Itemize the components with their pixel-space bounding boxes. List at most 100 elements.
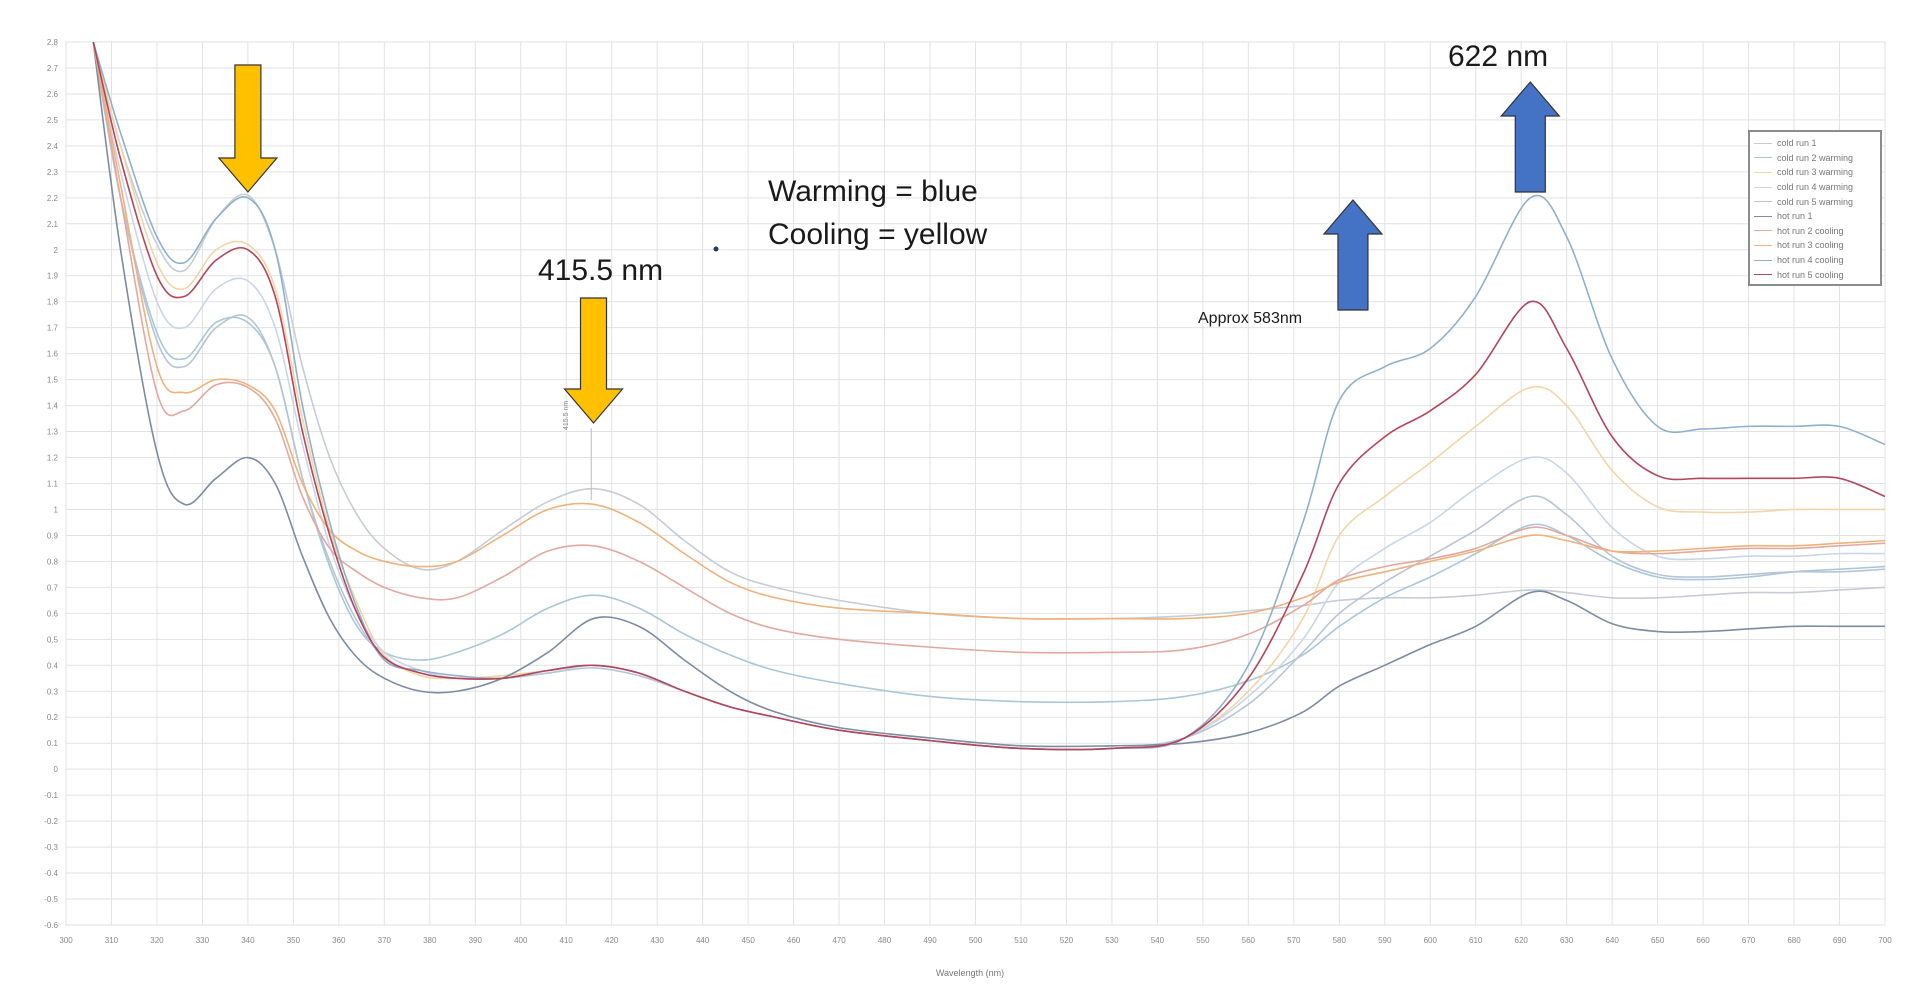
legend-label: hot run 2 cooling	[1777, 225, 1844, 236]
x-tick-label: 470	[832, 936, 846, 945]
y-tick-label: 0.9	[47, 531, 59, 540]
y-tick-label: 1.9	[47, 272, 59, 281]
y-tick-label: 2.7	[47, 64, 59, 73]
y-tick-label: 0.7	[47, 583, 59, 592]
x-tick-label: 300	[59, 936, 73, 945]
x-tick-label: 430	[650, 936, 664, 945]
x-tick-label: 420	[605, 936, 619, 945]
annotation-arrows	[217, 64, 1561, 500]
x-tick-label: 330	[196, 936, 210, 945]
x-tick-label: 500	[969, 936, 983, 945]
legend-swatch	[1754, 201, 1772, 203]
colour-key-note: Warming = blue Cooling = yellow	[768, 170, 987, 256]
x-axis-label: Wavelength (nm)	[936, 968, 1004, 978]
x-tick-label: 540	[1151, 936, 1165, 945]
x-tick-label: 680	[1787, 936, 1801, 945]
y-tick-label: 0.3	[47, 687, 59, 696]
legend-swatch	[1754, 274, 1772, 276]
legend-item: cold run 1	[1754, 136, 1876, 151]
legend-item: cold run 3 warming	[1754, 165, 1876, 180]
x-tick-label: 350	[287, 936, 301, 945]
legend-swatch	[1754, 259, 1772, 261]
y-tick-label: 0	[54, 765, 59, 774]
legend-item: hot run 2 cooling	[1754, 224, 1876, 239]
y-tick-label: 2.5	[47, 116, 59, 125]
y-tick-label: 2.1	[47, 220, 59, 229]
y-tick-label: -0.4	[44, 869, 58, 878]
up-arrow-583	[1322, 199, 1384, 311]
x-tick-label: 560	[1242, 936, 1256, 945]
y-tick-label: 1.1	[47, 480, 59, 489]
y-tick-label: 2	[54, 246, 59, 255]
legend-item: hot run 5 cooling	[1754, 267, 1876, 282]
x-tick-label: 440	[696, 936, 710, 945]
series-line	[92, 42, 1885, 751]
y-tick-label: 2.4	[47, 142, 59, 151]
legend-label: cold run 5 warming	[1777, 196, 1854, 207]
y-tick-label: 0.8	[47, 557, 59, 566]
x-tick-label: 640	[1605, 936, 1619, 945]
x-axis-ticks: 300 310 320 330 340 350 360 370 380 390 400 410 420 4…	[59, 936, 1892, 945]
peak-622-label: 622 nm	[1448, 40, 1549, 73]
y-tick-label: -0.6	[44, 921, 58, 930]
y-tick-label: 1.5	[47, 376, 59, 385]
series-line	[92, 42, 1885, 654]
x-tick-label: 450	[741, 936, 755, 945]
x-tick-label: 610	[1469, 936, 1483, 945]
y-tick-label: 0.4	[47, 661, 59, 670]
legend-swatch	[1754, 142, 1772, 144]
down-arrow-340	[217, 64, 279, 193]
shoulder-583-label: Approx 583nm	[1198, 310, 1303, 327]
legend-swatch	[1754, 230, 1772, 232]
x-tick-label: 490	[923, 936, 937, 945]
y-tick-label: 1.8	[47, 298, 59, 307]
x-tick-label: 390	[469, 936, 483, 945]
legend-label: hot run 3 cooling	[1777, 240, 1844, 251]
x-tick-label: 480	[878, 936, 892, 945]
series-line	[92, 42, 1885, 620]
y-tick-label: 1.7	[47, 324, 59, 333]
legend-label: cold run 4 warming	[1777, 182, 1854, 193]
y-tick-label: -0.2	[44, 817, 58, 826]
y-tick-label: 0.1	[47, 739, 59, 748]
series-lines	[92, 42, 1885, 751]
legend-swatch	[1754, 215, 1772, 217]
x-tick-label: 320	[150, 936, 164, 945]
series-line	[92, 42, 1885, 748]
legend-swatch	[1754, 157, 1772, 159]
x-tick-label: 670	[1742, 936, 1756, 945]
x-tick-label: 580	[1333, 936, 1347, 945]
y-tick-label: 1.3	[47, 428, 59, 437]
x-tick-label: 400	[514, 936, 528, 945]
legend-label: hot run 5 cooling	[1777, 269, 1844, 280]
x-tick-label: 380	[423, 936, 437, 945]
peak-marker-label: 415.5 nm	[563, 400, 570, 430]
y-tick-label: 1.2	[47, 454, 59, 463]
legend-item: cold run 4 warming	[1754, 180, 1876, 195]
y-tick-label: 1	[54, 505, 59, 514]
legend-label: cold run 2 warming	[1777, 152, 1854, 163]
legend-label: hot run 1	[1777, 211, 1813, 222]
x-tick-label: 530	[1105, 936, 1119, 945]
y-tick-label: 2.8	[47, 38, 59, 47]
y-tick-label: 1.6	[47, 350, 59, 359]
y-tick-label: -0.3	[44, 843, 58, 852]
legend-label: cold run 1	[1777, 138, 1817, 149]
y-tick-label: 2.2	[47, 194, 59, 203]
x-tick-label: 600	[1424, 936, 1438, 945]
x-tick-label: 510	[1014, 936, 1028, 945]
note-cooling: Cooling = yellow	[768, 218, 988, 251]
y-tick-label: -0.5	[44, 895, 58, 904]
legend-swatch	[1754, 186, 1772, 188]
y-tick-label: 0.6	[47, 609, 59, 618]
legend-label: cold run 3 warming	[1777, 167, 1854, 178]
y-tick-label: -0.1	[44, 791, 58, 800]
legend-swatch	[1754, 244, 1772, 246]
y-tick-label: 0.5	[47, 635, 59, 644]
x-tick-label: 700	[1878, 936, 1892, 945]
x-tick-label: 650	[1651, 936, 1665, 945]
x-tick-label: 520	[1060, 936, 1074, 945]
x-tick-label: 340	[241, 936, 255, 945]
x-tick-label: 620	[1515, 936, 1529, 945]
